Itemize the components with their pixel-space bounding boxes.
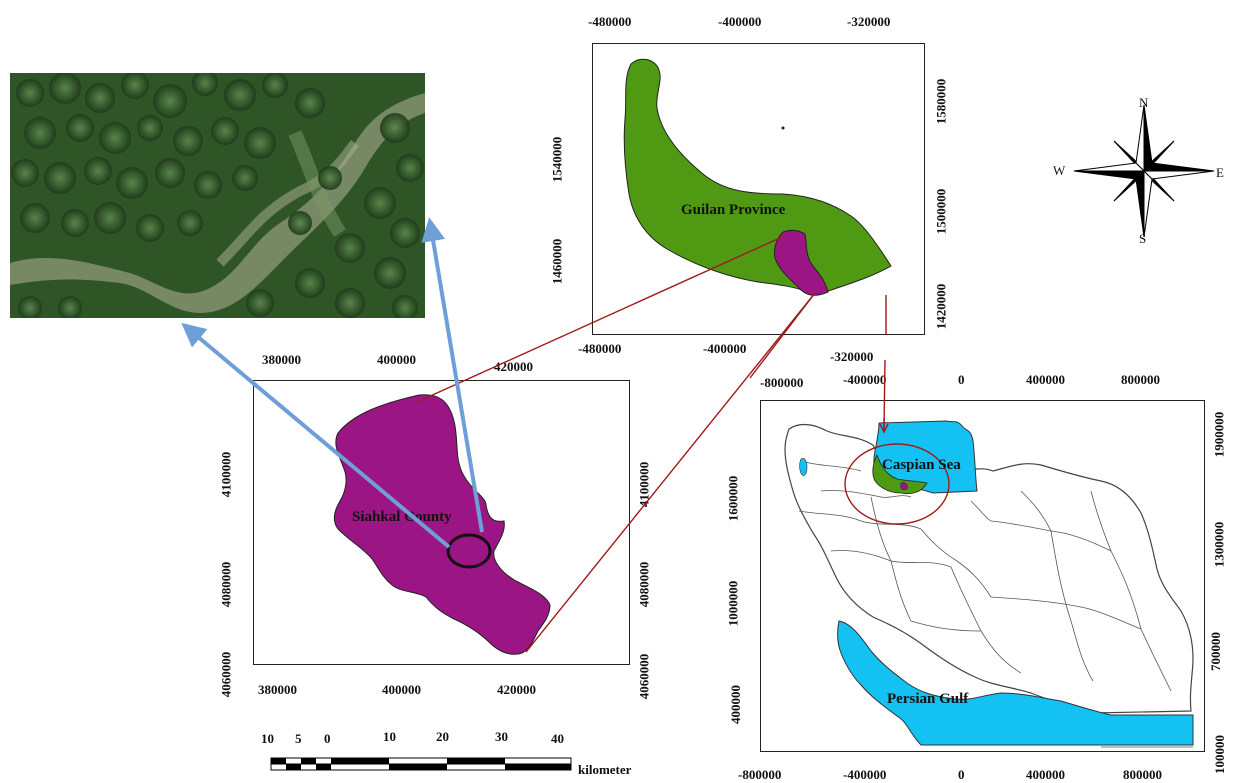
guilan-xtick-top-2: -320000 [847, 14, 891, 29]
siahkal-xtick-bottom-1: 400000 [382, 682, 421, 697]
guilan-ytick-left-0: 1540000 [549, 136, 565, 183]
iran-ytick-left-0: 1600000 [725, 475, 741, 522]
siahkal-ytick-left-0: 4100000 [218, 451, 234, 498]
siahkal-xtick-top-0: 380000 [262, 352, 301, 367]
persian-gulf-label: Persian Gulf [887, 691, 969, 707]
iran-ytick-right-0: 1900000 [1211, 411, 1227, 458]
guilan-province-label: Guilan Province [681, 202, 786, 218]
iran-xtick-top-0: -800000 [760, 375, 804, 390]
siahkal-county-label: Siahkal County [352, 509, 452, 525]
scale-label-5: 30 [495, 729, 508, 744]
guilan-xtick-bottom-2: -320000 [830, 349, 874, 364]
scale-label-4: 20 [436, 729, 449, 744]
scale-bar: 10 5 0 10 20 30 40 kilometer [255, 728, 675, 778]
iran-xtick-top-3: 400000 [1026, 372, 1065, 387]
guilan-xtick-bottom-0: -480000 [578, 341, 622, 356]
iran-ytick-right-1: 1300000 [1211, 521, 1227, 568]
scale-bar-graphic [270, 757, 572, 771]
iran-ytick-right-3: 100000 [1212, 735, 1227, 774]
guilan-xtick-top-1: -400000 [718, 14, 762, 29]
scale-unit-label: kilometer [578, 762, 632, 777]
siahkal-map-panel: Siahkal County [253, 380, 630, 665]
iran-xtick-top-1: -400000 [843, 372, 887, 387]
guilan-province-shape [623, 58, 892, 296]
scale-label-0: 10 [261, 731, 274, 746]
iran-xtick-bottom-1: -400000 [843, 767, 887, 782]
iran-xtick-bottom-2: 0 [958, 767, 965, 782]
iran-xtick-bottom-3: 400000 [1026, 767, 1065, 782]
siahkal-ytick-left-2: 4060000 [218, 651, 234, 698]
iran-xtick-top-2: 0 [958, 372, 965, 387]
guilan-map-panel: Guilan Province [592, 43, 925, 335]
siahkal-ytick-right-2: 4060000 [636, 653, 652, 700]
guilan-ytick-right-0: 1580000 [933, 78, 949, 125]
iran-ytick-left-1: 1000000 [725, 580, 741, 627]
compass-south-label: S [1139, 231, 1147, 246]
satellite-image [10, 73, 425, 318]
scale-label-1: 5 [295, 731, 302, 746]
siahkal-xtick-top-1: 400000 [377, 352, 416, 367]
siahkal-xtick-top-2: 420000 [494, 359, 533, 374]
scale-label-3: 10 [383, 729, 396, 744]
guilan-xtick-bottom-1: -400000 [703, 341, 747, 356]
iran-xtick-bottom-0: -800000 [738, 767, 782, 782]
iran-ytick-left-2: 400000 [728, 685, 743, 724]
iran-ytick-right-2: 700000 [1208, 632, 1223, 671]
satellite-photo-forest [10, 73, 425, 318]
guilan-ytick-right-2: 1420000 [933, 283, 949, 330]
siahkal-xtick-bottom-0: 380000 [258, 682, 297, 697]
iran-xtick-top-4: 800000 [1121, 372, 1160, 387]
scale-label-6: 40 [551, 731, 564, 746]
compass-east-label: E [1216, 165, 1224, 180]
caspian-sea-label: Caspian Sea [882, 457, 961, 473]
siahkal-ytick-right-1: 4080000 [636, 561, 652, 608]
siahkal-xtick-bottom-2: 420000 [497, 682, 536, 697]
compass-west-label: W [1053, 163, 1066, 178]
iran-xtick-bottom-4: 800000 [1123, 767, 1162, 782]
iran-country-shape [784, 420, 1194, 748]
scale-label-2: 0 [324, 731, 331, 746]
guilan-ytick-left-1: 1460000 [549, 238, 565, 285]
iran-map-panel: Caspian Sea Persian Gulf [760, 400, 1205, 752]
siahkal-ytick-left-1: 4080000 [218, 561, 234, 608]
siahkal-ytick-right-0: 4100000 [636, 461, 652, 508]
guilan-ytick-right-1: 1500000 [933, 188, 949, 235]
compass-rose: N S W E [1050, 95, 1235, 246]
guilan-xtick-top-0: -480000 [588, 14, 632, 29]
compass-rose-icon [1073, 104, 1215, 238]
compass-north-label: N [1139, 95, 1149, 110]
